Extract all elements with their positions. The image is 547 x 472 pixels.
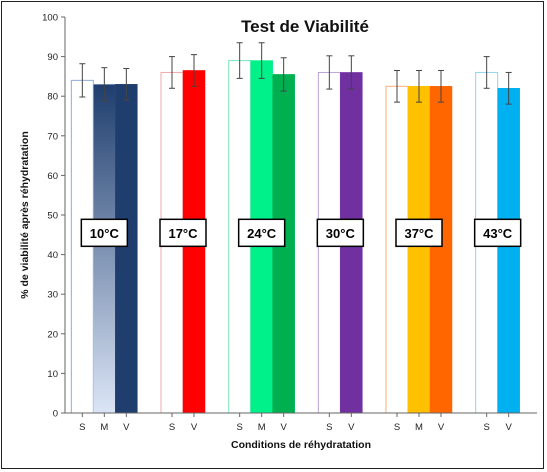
temperature-label-box (80, 218, 129, 248)
temperature-labels: 10°C 17°C 24°C 30°C 37°C 43°C (80, 218, 522, 248)
error-bar (483, 56, 490, 89)
chart-title: Test de Viabilité (241, 17, 369, 36)
y-tick-label: 80 (47, 92, 58, 103)
error-bar (123, 67, 130, 101)
y-tick-labels: 0 10 20 30 40 50 60 70 80 90 100 (42, 13, 58, 420)
x-tick-label: V (438, 422, 445, 433)
bars-layer (70, 42, 520, 414)
y-tick-label: 0 (53, 409, 58, 420)
x-tick-label: S (79, 422, 85, 433)
temperature-label-box (159, 218, 207, 248)
x-tick-label: S (326, 422, 332, 433)
x-tick-label: S (483, 422, 489, 433)
bar-10°C-V (115, 84, 138, 414)
y-tick-label: 70 (47, 131, 58, 142)
error-bar (505, 71, 512, 105)
temperature-label-box (473, 218, 522, 248)
error-bar (79, 63, 86, 98)
bar-37°C-M (407, 86, 431, 414)
x-axis-label: Conditions de réhydratation (231, 439, 371, 451)
x-tick-label: V (280, 422, 287, 433)
temperature-label: 10°C (80, 218, 129, 248)
y-tick-label: 60 (47, 171, 58, 182)
temperature-label-text: 43°C (483, 226, 513, 241)
x-tick-label: V (191, 422, 198, 433)
temperature-label-box (237, 218, 286, 248)
temperature-label-text: 10°C (90, 226, 120, 241)
x-tick-label: S (169, 422, 175, 433)
error-bar (416, 69, 422, 103)
error-bar (191, 54, 197, 87)
y-tick-label: 90 (47, 52, 58, 63)
temperature-label: 17°C (159, 218, 207, 248)
bar-43°C-V (497, 88, 520, 414)
error-bar (326, 55, 333, 90)
bar-37°C-S (385, 85, 409, 414)
error-bar (394, 69, 400, 103)
error-bar (438, 69, 444, 103)
temperature-label: 37°C (395, 218, 443, 248)
x-tick-label: V (348, 422, 355, 433)
y-tick-label: 100 (42, 13, 58, 24)
temperature-label-text: 17°C (168, 226, 198, 241)
temperature-label-box (395, 218, 443, 248)
x-tick-label: S (394, 422, 400, 433)
error-bar (280, 57, 287, 92)
x-tick-label: S (236, 422, 242, 433)
error-bar (236, 42, 243, 79)
temperature-label: 43°C (473, 218, 522, 248)
temperature-label-text: 30°C (326, 226, 356, 241)
temperature-label-text: 24°C (247, 226, 277, 241)
error-bar (101, 67, 108, 102)
temperature-label: 24°C (237, 218, 286, 248)
error-bar (169, 56, 175, 89)
axes-layer (61, 16, 537, 417)
x-tick-label: M (100, 422, 108, 433)
x-tick-label: M (415, 422, 423, 433)
x-tick-label: V (123, 422, 130, 433)
y-tick-label: 50 (47, 211, 58, 222)
y-axis-label: % de viabilité après réhydratation (19, 131, 31, 298)
error-bar (348, 55, 355, 90)
y-tick-label: 20 (47, 329, 58, 340)
y-tick-label: 30 (47, 290, 58, 301)
y-tick-label: 40 (47, 250, 58, 261)
error-bar (258, 42, 265, 79)
y-tick-label: 10 (47, 369, 58, 380)
bar-10°C-M (93, 84, 116, 414)
temperature-label-box (316, 218, 365, 248)
temperature-label: 30°C (316, 218, 365, 248)
temperature-label-text: 37°C (404, 226, 434, 241)
x-tick-label: M (258, 422, 266, 433)
x-tick-label: V (505, 422, 512, 433)
bar-37°C-V (429, 86, 453, 414)
